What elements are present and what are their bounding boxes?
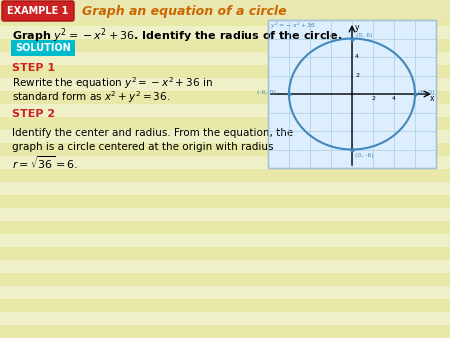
Text: graph is a circle centered at the origin with radius: graph is a circle centered at the origin…	[12, 142, 274, 152]
Text: y: y	[355, 23, 360, 32]
FancyBboxPatch shape	[0, 26, 450, 39]
FancyBboxPatch shape	[0, 78, 450, 91]
FancyBboxPatch shape	[0, 130, 450, 143]
FancyBboxPatch shape	[0, 117, 450, 130]
FancyBboxPatch shape	[0, 156, 450, 169]
FancyBboxPatch shape	[0, 13, 450, 26]
FancyBboxPatch shape	[2, 1, 74, 21]
FancyBboxPatch shape	[0, 325, 450, 338]
Text: standard form as $x^2 + y^2 = 36$.: standard form as $x^2 + y^2 = 36$.	[12, 89, 170, 105]
FancyBboxPatch shape	[0, 195, 450, 208]
FancyBboxPatch shape	[0, 0, 450, 13]
FancyBboxPatch shape	[0, 312, 450, 325]
Text: 4: 4	[355, 54, 359, 59]
FancyBboxPatch shape	[0, 39, 450, 52]
Text: $r = \sqrt{36} = 6.$: $r = \sqrt{36} = 6.$	[12, 155, 78, 171]
Text: 2: 2	[355, 73, 359, 78]
Text: Graph $y^2 = -x^2 + 36$. Identify the radius of the circle.: Graph $y^2 = -x^2 + 36$. Identify the ra…	[12, 27, 342, 45]
Text: SOLUTION: SOLUTION	[15, 43, 71, 53]
FancyBboxPatch shape	[0, 273, 450, 286]
FancyBboxPatch shape	[0, 208, 450, 221]
Text: Graph an equation of a circle: Graph an equation of a circle	[82, 4, 287, 18]
FancyBboxPatch shape	[0, 169, 450, 182]
Text: 2: 2	[371, 96, 375, 101]
FancyBboxPatch shape	[0, 143, 450, 156]
Text: (0, 6): (0, 6)	[356, 32, 373, 38]
FancyBboxPatch shape	[0, 52, 450, 65]
FancyBboxPatch shape	[0, 286, 450, 299]
Text: EXAMPLE 1: EXAMPLE 1	[7, 6, 69, 16]
Text: $y^2=-x^2+36$: $y^2=-x^2+36$	[270, 21, 316, 31]
FancyBboxPatch shape	[0, 91, 450, 104]
FancyBboxPatch shape	[11, 40, 75, 56]
Text: STEP 1: STEP 1	[12, 63, 55, 73]
Text: (6, 0): (6, 0)	[418, 90, 435, 95]
Text: Identify the center and radius. From the equation, the: Identify the center and radius. From the…	[12, 128, 293, 138]
FancyBboxPatch shape	[0, 299, 450, 312]
FancyBboxPatch shape	[0, 182, 450, 195]
FancyBboxPatch shape	[0, 104, 450, 117]
FancyBboxPatch shape	[0, 0, 450, 20]
Text: (-6, 0): (-6, 0)	[257, 90, 276, 95]
FancyBboxPatch shape	[0, 260, 450, 273]
Text: Rewrite the equation $y^2 = -x^2 + 36$ in: Rewrite the equation $y^2 = -x^2 + 36$ i…	[12, 75, 213, 91]
FancyBboxPatch shape	[268, 20, 436, 168]
FancyBboxPatch shape	[0, 247, 450, 260]
Text: 4: 4	[392, 96, 396, 101]
Text: STEP 2: STEP 2	[12, 109, 55, 119]
Text: (0, -6): (0, -6)	[355, 152, 374, 158]
Text: x: x	[430, 94, 434, 103]
FancyBboxPatch shape	[0, 234, 450, 247]
FancyBboxPatch shape	[0, 221, 450, 234]
FancyBboxPatch shape	[0, 65, 450, 78]
